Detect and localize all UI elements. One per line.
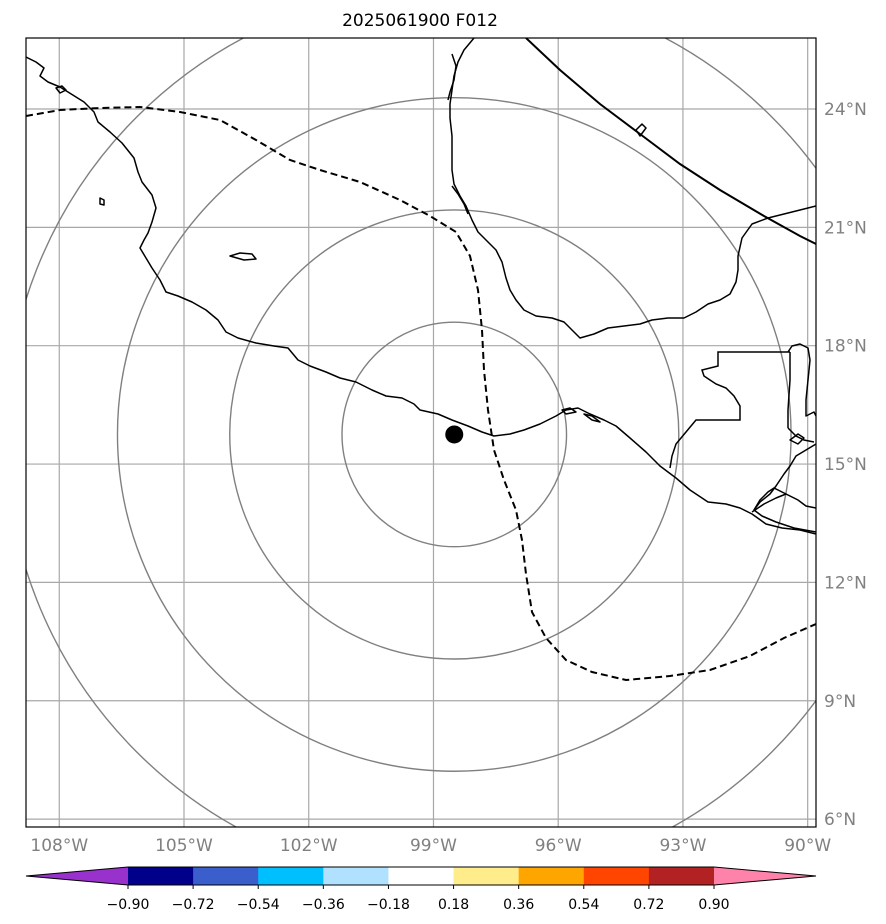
lat-tick-label: 12°N (824, 573, 867, 593)
lon-tick-label: 105°W (155, 836, 213, 856)
guatemala-elsalvador-border (753, 487, 816, 511)
colorbar-tick-label: 0.36 (503, 897, 534, 913)
lon-tick-label: 99°W (410, 836, 457, 856)
contours (26, 38, 816, 682)
lon-tick-label: 93°W (659, 836, 706, 856)
colorbar-tick-label: −0.18 (367, 897, 410, 913)
laguna-coast (451, 185, 469, 215)
longitude-labels: 108°W 105°W 102°W 99°W 96°W 93°W 90°W (30, 836, 831, 856)
lat-tick-label: 18°N (824, 337, 867, 357)
colorbar-tick-label: −0.54 (237, 897, 280, 913)
laguna-inferior (561, 407, 577, 415)
range-ring-3 (116, 96, 792, 772)
pacific-coastline (26, 56, 816, 535)
range-ring-1 (341, 321, 568, 548)
map-frame (25, 37, 817, 828)
colorbar-tick-label: −0.36 (302, 897, 345, 913)
colorbar-segment (323, 867, 389, 885)
lat-tick-label: 15°N (824, 455, 867, 475)
colorbar-extend-min (26, 867, 128, 885)
gulf-coastline (449, 38, 816, 339)
gulf-fonseca (751, 493, 787, 513)
solid-contour (525, 38, 816, 245)
colorbar-tick-label: 0.18 (438, 897, 469, 913)
range-rings (26, 38, 816, 827)
colorbar-tick-label: −0.90 (107, 897, 150, 913)
gridlines (26, 38, 816, 827)
lat-tick-label: 6°N (824, 810, 856, 830)
lat-tick-label: 21°N (824, 218, 867, 238)
range-ring-2 (229, 209, 680, 660)
island-1 (55, 85, 67, 94)
honduras-coastline (753, 443, 816, 533)
colorbar-segment (128, 867, 194, 885)
colorbar: −0.90 −0.72 −0.54 −0.36 −0.18 0.18 0.36 0.54 0.7… (25, 866, 817, 913)
colorbar-segment (453, 867, 520, 885)
colorbar-extend-max (714, 867, 816, 885)
yucatan-coastline (787, 343, 816, 417)
colorbar-segment (193, 867, 259, 885)
mexico-guatemala-border (669, 351, 790, 469)
guatemala-belize-border (787, 352, 791, 428)
barrier-island (447, 53, 457, 101)
colorbar-tick-label: 0.54 (568, 897, 599, 913)
storm-center-marker (445, 425, 464, 444)
laguna-superior (583, 413, 601, 423)
map-background (26, 38, 816, 827)
colorbar-tick-label: 0.72 (633, 897, 664, 913)
colorbar-segment (388, 867, 455, 885)
lon-tick-label: 102°W (280, 836, 338, 856)
lon-tick-label: 108°W (30, 836, 88, 856)
colorbar-tick-label: −0.72 (172, 897, 215, 913)
map-panel (25, 37, 817, 828)
colorbar-segment (583, 867, 650, 885)
guatemala-honduras-border (787, 427, 815, 443)
islas-marias (229, 252, 257, 261)
colorbar-tick-label: 0.90 (698, 897, 729, 913)
figure-title: 2025061900 F012 (342, 11, 498, 31)
lon-tick-label: 90°W (784, 836, 831, 856)
island-2 (99, 197, 105, 206)
lat-tick-label: 9°N (824, 692, 856, 712)
colorbar-segment (648, 867, 715, 885)
coastlines (26, 38, 816, 535)
dashed-contour (26, 105, 816, 682)
lon-tick-label: 96°W (535, 836, 582, 856)
latitude-labels: 6°N 9°N 12°N 15°N 18°N 21°N 24°N (824, 100, 867, 830)
colorbar-segment (518, 867, 585, 885)
country-borders (669, 351, 816, 511)
lat-tick-label: 24°N (824, 100, 867, 120)
colorbar-segment (258, 867, 324, 885)
